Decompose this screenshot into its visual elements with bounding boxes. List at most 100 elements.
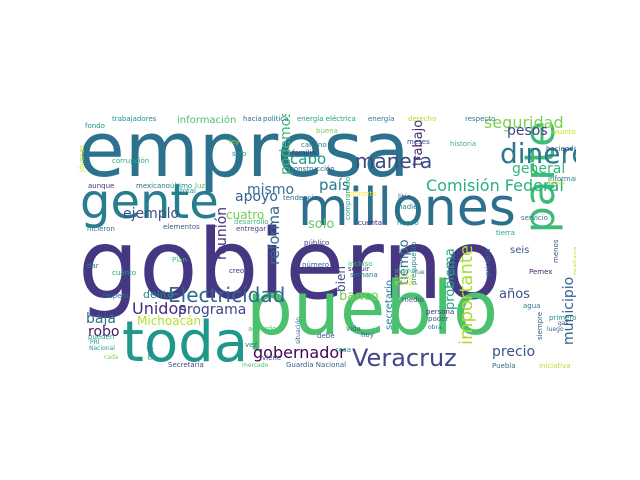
word-mexicano: mexicano — [136, 182, 170, 190]
word-trabajadores: trabajadores — [112, 115, 157, 123]
word-ejemplo: ejemplo — [123, 206, 180, 222]
word-seguridad: seguridad — [484, 114, 564, 132]
word-dar: dar — [87, 262, 99, 270]
word-apoyo: apoyo — [235, 189, 278, 205]
word-toda: toda — [122, 310, 249, 369]
word-entregar: entregar — [236, 225, 267, 233]
word-corrupcion: corrupción — [112, 157, 150, 165]
word-puebla: Puebla — [492, 362, 516, 369]
word-persona: persona — [426, 308, 455, 316]
word-veracruz: Veracruz — [352, 344, 457, 368]
word-cosa: cosa — [335, 346, 352, 354]
word-unidos: Unidos — [132, 299, 187, 318]
word-manana: mañana — [572, 246, 576, 275]
word-hacia: hacia — [243, 115, 262, 123]
word-meses: meses — [407, 138, 430, 146]
word-obra: obra — [428, 324, 442, 331]
word-mismo: mismo — [247, 182, 295, 198]
word-jovenes: jóvenes — [78, 144, 86, 172]
word-luz: luz — [195, 182, 206, 190]
word-general: general — [512, 161, 566, 177]
word-debe: debe — [317, 332, 335, 340]
word-camino: camino — [301, 141, 327, 149]
word-nacional: Nacional — [89, 345, 115, 352]
word-informacion: información — [177, 115, 237, 126]
word-hoy: hoy — [361, 331, 374, 339]
word-guardia-nacional: Guardia Nacional — [286, 361, 347, 369]
word-elementos: elementos — [163, 223, 200, 231]
word-reforma: reforma — [265, 205, 283, 265]
word-numero: número — [302, 261, 330, 269]
word-nuevo: nuevo — [397, 219, 419, 227]
word-ley: ley — [229, 138, 240, 146]
word-publico: público — [304, 239, 330, 247]
word-seguir: seguir — [348, 265, 370, 273]
word-mercado: mercado — [242, 362, 269, 369]
word-siempre: siempre — [536, 311, 544, 340]
word-dinero: dinero — [500, 137, 576, 170]
word-gas: gas — [558, 320, 569, 327]
word-gobernador: gobernador — [253, 343, 346, 362]
word-plan: Plan — [172, 256, 187, 264]
word-robo: robo — [88, 324, 120, 340]
word-pemex: Pemex — [529, 268, 553, 276]
word-compromiso: compromiso — [344, 176, 352, 220]
word-medio: medio — [402, 296, 424, 304]
word-litio: litio — [398, 193, 411, 201]
word-total: total — [180, 187, 197, 195]
word-casos: casos — [548, 179, 565, 186]
word-mejor: mejor — [146, 339, 154, 360]
word-buena: buena — [316, 127, 338, 135]
word-respeto: respeto — [102, 292, 129, 300]
word-cloud: gobierno empresa pueblo millones toda gente pa… — [70, 114, 576, 368]
word-familia: familia — [292, 149, 316, 157]
word-tierra: tierra — [496, 229, 515, 237]
word-incluso: incluso — [348, 260, 373, 268]
word-derecho: derecho — [408, 115, 437, 123]
word-informar: informar — [548, 175, 576, 183]
word-poder: poder — [428, 315, 449, 323]
word-primero: primero — [549, 314, 576, 322]
word-desarrollo: desarrollo — [234, 218, 269, 226]
word-cuatro: cuatro — [226, 208, 265, 222]
word-programa: programa — [178, 302, 247, 318]
word-seis: seis — [510, 245, 530, 256]
word-importante: importante — [456, 244, 477, 345]
word-semana: semana — [350, 271, 378, 279]
word-aunque: aunque — [88, 182, 115, 190]
word-cuanto: cuánto — [112, 269, 137, 277]
word-respecto: respecto — [465, 115, 496, 123]
word-asunto: asunto — [552, 128, 576, 136]
word-gente: gente — [80, 174, 219, 230]
word-fondo: fondo — [85, 122, 105, 130]
word-situacion: situación — [295, 316, 302, 344]
word-agua: agua — [523, 302, 541, 310]
word-pri: PRI — [90, 339, 100, 346]
word-iniciativa: iniciativa — [539, 362, 571, 369]
word-pueblo: pueblo — [246, 266, 499, 352]
word-acuerdo: acuerdo — [248, 325, 277, 333]
word-viene: viene — [262, 354, 282, 362]
word-primera: primera — [484, 248, 492, 276]
word-luego: luego — [547, 326, 564, 333]
word-municipio: municipio — [561, 276, 576, 345]
word-empresa: empresa — [78, 114, 410, 194]
word-comision-federal: Comisión Federal — [426, 176, 564, 195]
word-secretaria: Secretaría — [168, 361, 204, 369]
word-vez: vez — [245, 341, 258, 349]
word-cada: cada — [104, 354, 119, 361]
word-michoacan: Michoacán — [137, 314, 202, 328]
word-solo: solo — [308, 217, 335, 232]
word-nadie: nadie — [398, 203, 418, 211]
word-secretario: secretario — [384, 280, 395, 330]
word-hecho: hecho — [395, 274, 414, 281]
word-politica: política — [263, 115, 289, 123]
word-manera: manera — [355, 149, 433, 173]
word-millones: millones — [298, 178, 516, 238]
word-pueden: pueden — [88, 333, 115, 341]
word-ultimo: último — [170, 182, 193, 190]
word-construccion: construcción — [290, 165, 335, 173]
word-menos: menos — [552, 239, 560, 264]
word-creo: creo — [229, 267, 245, 275]
word-energia-electrica: energía eléctrica — [297, 115, 356, 123]
